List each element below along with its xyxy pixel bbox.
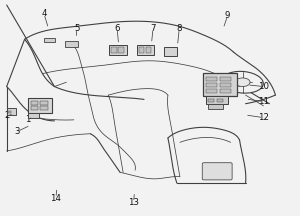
Text: 8: 8 — [176, 24, 182, 33]
Bar — [118, 47, 124, 53]
Text: 12: 12 — [258, 113, 269, 122]
Text: 10: 10 — [258, 82, 269, 91]
Bar — [31, 106, 38, 110]
FancyBboxPatch shape — [137, 45, 154, 55]
Bar — [220, 77, 231, 81]
FancyBboxPatch shape — [7, 108, 16, 115]
FancyBboxPatch shape — [28, 98, 52, 113]
Bar — [206, 89, 217, 93]
Text: 1: 1 — [25, 115, 30, 124]
Text: 6: 6 — [114, 24, 120, 33]
FancyBboxPatch shape — [203, 73, 237, 95]
Bar — [220, 89, 231, 93]
Bar — [8, 111, 11, 113]
Text: 7: 7 — [150, 24, 156, 33]
Text: 13: 13 — [128, 198, 139, 207]
Bar — [206, 83, 217, 87]
Bar — [217, 98, 223, 102]
Text: 5: 5 — [74, 24, 80, 33]
Text: 14: 14 — [50, 194, 62, 203]
Bar — [220, 83, 231, 87]
Bar — [40, 106, 48, 110]
Bar — [146, 47, 152, 53]
Bar — [208, 98, 214, 102]
Bar — [206, 77, 217, 81]
Text: 2: 2 — [4, 111, 10, 120]
FancyBboxPatch shape — [109, 45, 127, 55]
Bar — [111, 47, 117, 53]
Bar — [139, 47, 144, 53]
Text: 3: 3 — [14, 127, 20, 136]
FancyBboxPatch shape — [202, 163, 232, 180]
Text: 11: 11 — [258, 97, 269, 106]
FancyBboxPatch shape — [206, 96, 228, 104]
FancyBboxPatch shape — [28, 113, 39, 118]
Text: 9: 9 — [225, 11, 230, 20]
FancyBboxPatch shape — [44, 38, 55, 42]
Bar — [40, 101, 48, 105]
Text: 4: 4 — [41, 9, 47, 18]
FancyBboxPatch shape — [164, 47, 178, 56]
Bar — [31, 101, 38, 105]
FancyBboxPatch shape — [208, 104, 223, 109]
Ellipse shape — [235, 78, 250, 87]
FancyBboxPatch shape — [65, 41, 78, 47]
